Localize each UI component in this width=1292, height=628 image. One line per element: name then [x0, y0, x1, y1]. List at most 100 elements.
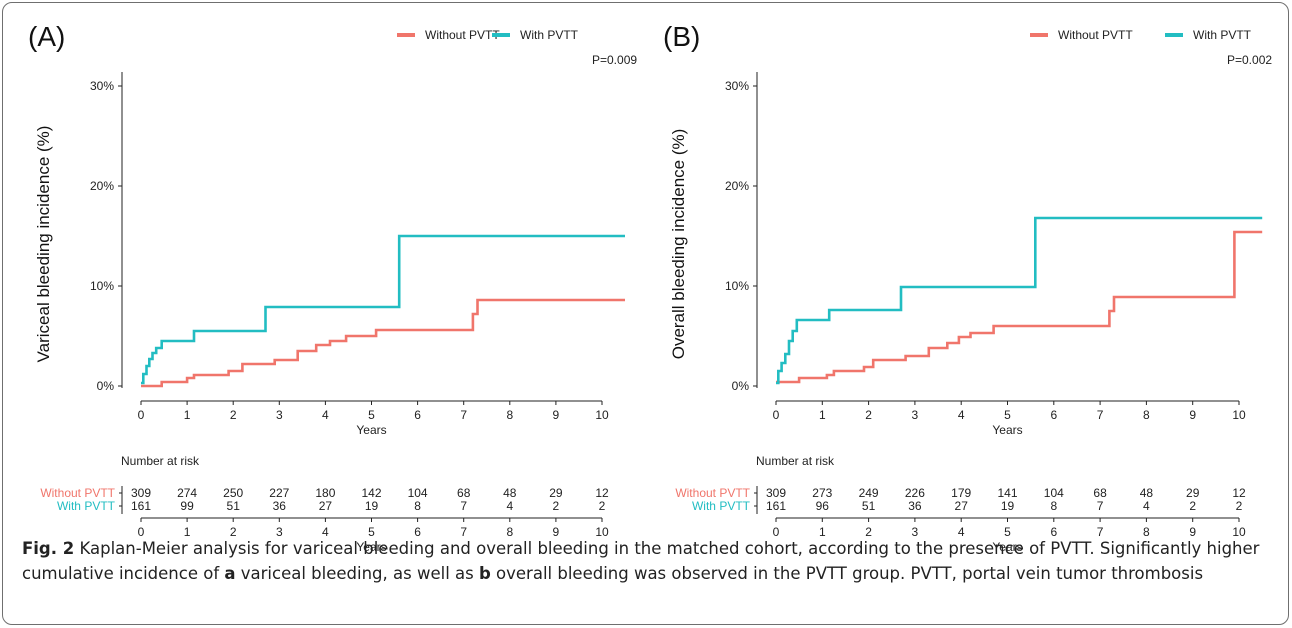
- panel-a-risk-value: 27: [319, 499, 333, 513]
- panel-a-x-tick-label: 6: [414, 408, 421, 422]
- panel-b-series-with-pvtt-line: [776, 216, 1263, 385]
- panel-a-risk-value: 250: [223, 486, 243, 500]
- panel-b-x-tick-label: 0: [773, 408, 780, 422]
- panel-a-risk-value: 36: [273, 499, 287, 513]
- panel-b-x-tick-label: 4: [958, 408, 965, 422]
- panel-b-risk-value: 4: [1143, 499, 1150, 513]
- panel-b-x-tick-label: 5: [1004, 408, 1011, 422]
- panel-b-y-tick-label: 10%: [725, 279, 749, 293]
- panel-a-risk-header: Number at risk: [121, 454, 200, 468]
- panel-a-x-tick-label: 1: [184, 408, 191, 422]
- caption-label: Fig. 2: [22, 539, 75, 558]
- panel-a-y-tick-label: 30%: [90, 79, 114, 93]
- panel-b-risk-value: 273: [812, 486, 832, 500]
- panel-b-risk-x-tick-label: 9: [1189, 525, 1196, 539]
- panel-b-risk-value: 7: [1097, 499, 1104, 513]
- panel-b-risk-value: 48: [1140, 486, 1154, 500]
- panel-b-series-without-pvtt-line: [776, 230, 1263, 384]
- panel-a-legend-label: Without PVTT: [425, 28, 500, 42]
- panel-a-y-tick-label: 20%: [90, 179, 114, 193]
- panel-a-risk-value: 12: [595, 486, 609, 500]
- panel-a-x-tick-label: 0: [138, 408, 145, 422]
- panel-a-risk-value: 180: [315, 486, 335, 500]
- panel-a-risk-value: 48: [503, 486, 517, 500]
- panel-b-risk-x-tick-label: 2: [865, 525, 872, 539]
- panel-b-legend-label: With PVTT: [1193, 28, 1252, 42]
- panel-b-risk-value: 12: [1232, 486, 1246, 500]
- panel-b-x-tick-label: 6: [1050, 408, 1057, 422]
- panel-b-x-tick-label: 2: [865, 408, 872, 422]
- panel-b-x-tick-label: 1: [819, 408, 826, 422]
- panel-b-risk-x-axis-title: Years: [992, 540, 1022, 554]
- panel-b-risk-x-tick-label: 1: [819, 525, 826, 539]
- panel-a-y-tick-label: 0%: [97, 379, 115, 393]
- panel-a-risk-x-tick-label: 4: [322, 525, 329, 539]
- panel-a-x-tick-label: 3: [276, 408, 283, 422]
- panel-b-x-tick-label: 9: [1189, 408, 1196, 422]
- panel-a-risk-value: 51: [227, 499, 241, 513]
- panel-a-risk-value: 274: [177, 486, 197, 500]
- panel-b-risk-value: 8: [1050, 499, 1057, 513]
- panel-b-risk-value: 19: [1001, 499, 1015, 513]
- panel-a-risk-value: 7: [460, 499, 467, 513]
- panel-b-x-tick-label: 10: [1232, 408, 1246, 422]
- panel-a-risk-value: 29: [549, 486, 563, 500]
- caption-text-3: overall bleeding was observed in the PVT…: [490, 564, 1204, 583]
- caption-a: a: [224, 564, 236, 583]
- panel-a-risk-x-axis-title: Years: [356, 540, 386, 554]
- panel-b-risk-x-tick-label: 6: [1050, 525, 1057, 539]
- panel-a-risk-x-tick-label: 8: [506, 525, 513, 539]
- panel-b-y-tick-label: 30%: [725, 79, 749, 93]
- panel-a-risk-row-label: Without PVTT: [40, 486, 115, 500]
- panel-a-risk-x-tick-label: 9: [553, 525, 560, 539]
- panel-b-risk-value: 2: [1189, 499, 1196, 513]
- panel-a-risk-x-tick-label: 1: [184, 525, 191, 539]
- panel-a-risk-value: 4: [506, 499, 513, 513]
- panel-b-risk-x-tick-label: 7: [1097, 525, 1104, 539]
- panel-b-y-tick-label: 0%: [732, 379, 750, 393]
- panel-b-risk-value: 96: [816, 499, 830, 513]
- panel-a-risk-value: 161: [131, 499, 151, 513]
- panel-a-x-tick-label: 2: [230, 408, 237, 422]
- panel-b-risk-value: 27: [955, 499, 969, 513]
- panel-b-risk-value: 226: [905, 486, 925, 500]
- panel-a-risk-value: 2: [599, 499, 606, 513]
- panel-a-label: (A): [28, 21, 65, 52]
- panel-b-y-axis-title: Overall bleeding incidence (%): [669, 129, 688, 360]
- panel-a-risk-value: 8: [414, 499, 421, 513]
- panel-b-p-value: P=0.002: [1227, 53, 1272, 67]
- panel-a-risk-x-tick-label: 7: [460, 525, 467, 539]
- panel-b-risk-value: 179: [951, 486, 971, 500]
- panel-b-risk-header: Number at risk: [756, 454, 835, 468]
- panel-a-x-tick-label: 9: [553, 408, 560, 422]
- panel-b-risk-x-tick-label: 8: [1143, 525, 1150, 539]
- panel-a-risk-x-tick-label: 6: [414, 525, 421, 539]
- panel-a-risk-value: 2: [553, 499, 560, 513]
- figure-caption: Fig. 2 Kaplan-Meier analysis for varicea…: [22, 536, 1272, 586]
- panel-b-risk-x-tick-label: 4: [958, 525, 965, 539]
- panel-a-y-tick-label: 10%: [90, 279, 114, 293]
- panel-b-x-axis-title: Years: [992, 423, 1022, 437]
- panel-a-risk-value: 19: [365, 499, 379, 513]
- panel-a-risk-x-tick-label: 10: [595, 525, 609, 539]
- panel-a-risk-value: 309: [131, 486, 151, 500]
- panel-b-x-tick-label: 3: [912, 408, 919, 422]
- panel-b-risk-x-tick-label: 5: [1004, 525, 1011, 539]
- panel-a-x-tick-label: 10: [595, 408, 609, 422]
- caption-b: b: [478, 564, 491, 583]
- panel-b-risk-value: 141: [997, 486, 1017, 500]
- panel-b-x-tick-label: 8: [1143, 408, 1150, 422]
- panel-a-risk-value: 104: [408, 486, 428, 500]
- panel-b-risk-value: 2: [1236, 499, 1243, 513]
- caption-text-1: Kaplan-Meier analysis for variceal bleed…: [22, 539, 1260, 583]
- panel-a-legend-label: With PVTT: [520, 28, 579, 42]
- panel-a-risk-value: 99: [180, 499, 194, 513]
- panel-b-risk-value: 29: [1186, 486, 1200, 500]
- panel-a-x-tick-label: 7: [460, 408, 467, 422]
- panel-a-risk-x-tick-label: 3: [276, 525, 283, 539]
- panel-b-risk-row-label: Without PVTT: [675, 486, 750, 500]
- panel-b-risk-x-tick-label: 3: [912, 525, 919, 539]
- panel-a-series-with-pvtt-line: [141, 234, 625, 385]
- panel-b-risk-value: 36: [908, 499, 922, 513]
- panel-b-risk-value: 161: [766, 499, 786, 513]
